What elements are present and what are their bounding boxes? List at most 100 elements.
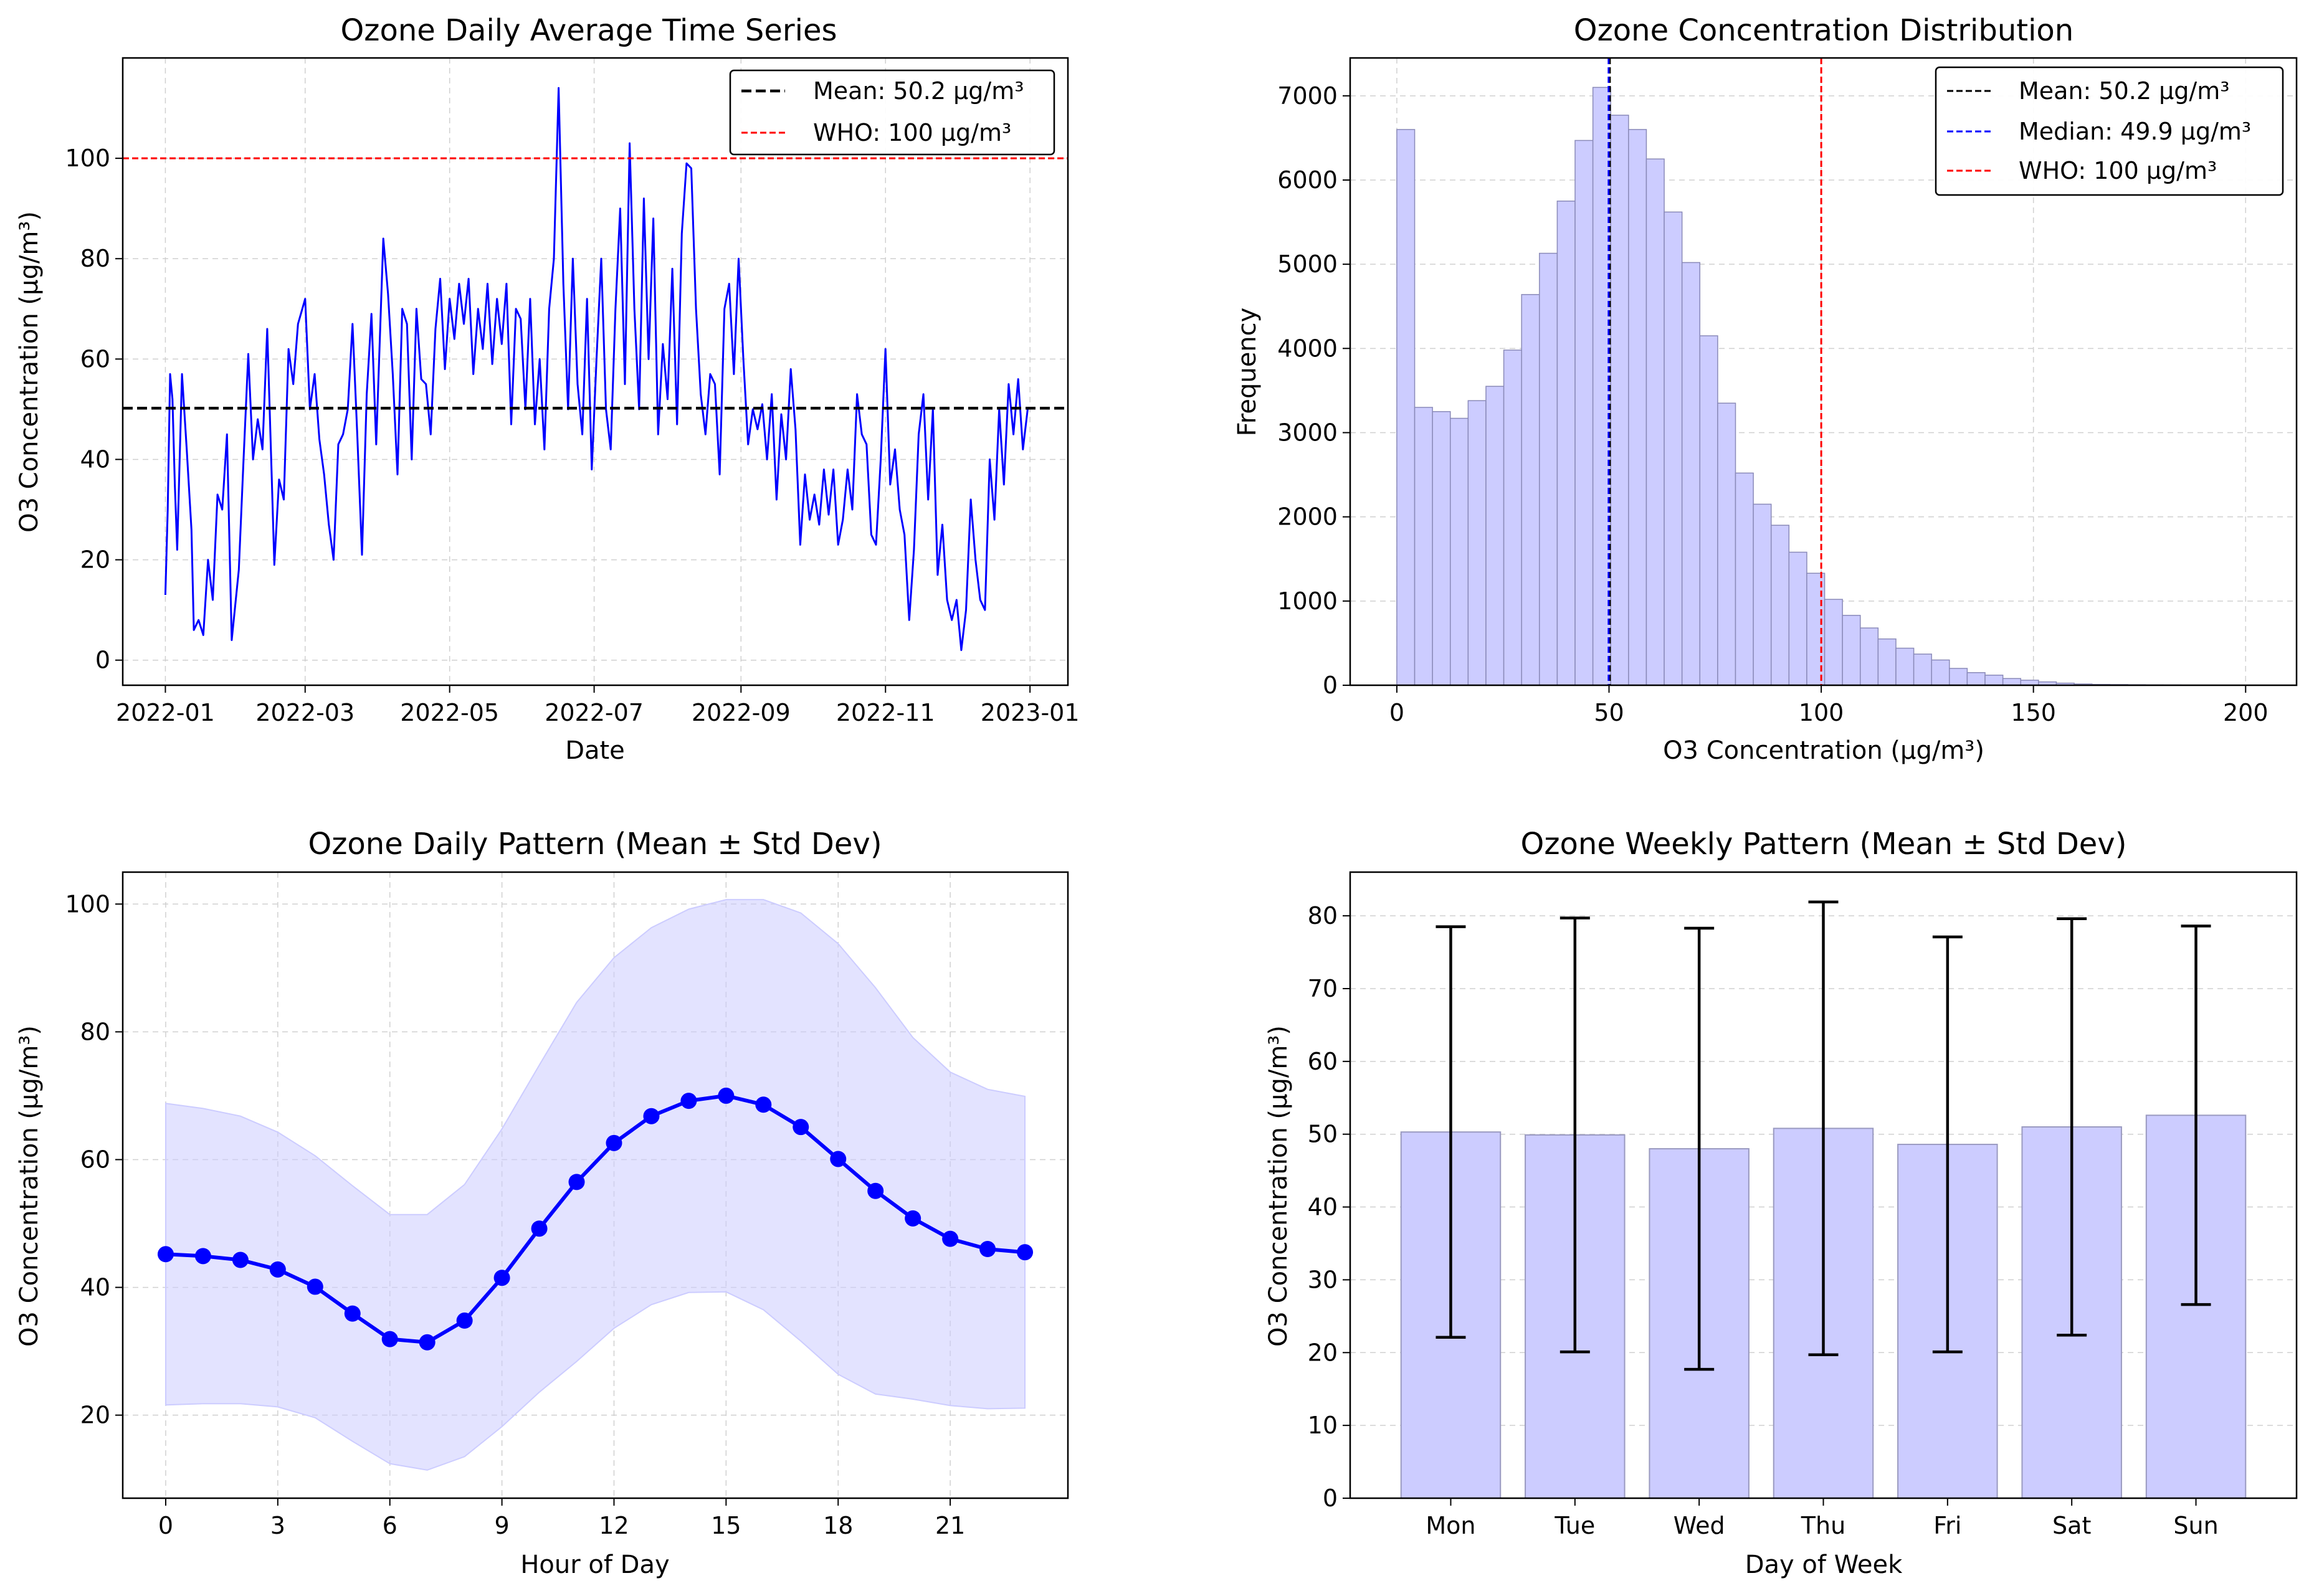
- weekly-pattern-xtick-label: Sun: [2173, 1512, 2218, 1539]
- histogram-legend: Mean: 50.2 µg/m³ Median: 49.9 µg/m³ WHO:…: [1935, 66, 2284, 196]
- daily-pattern-xtick-label: 18: [823, 1512, 853, 1539]
- daily-pattern-mean-point: [232, 1252, 249, 1268]
- time-series-ytick-label: 40: [80, 445, 110, 473]
- histogram-bar: [1664, 211, 1683, 686]
- time-series-ylabel: O3 Concentration (µg/m³): [15, 211, 44, 533]
- histogram-ytick-label: 2000: [1277, 503, 1338, 531]
- histogram-legend-box: [1935, 66, 2284, 196]
- histogram-bar: [1770, 525, 1790, 686]
- time-series-xtick-label: 2022-09: [692, 699, 791, 726]
- histogram-ytick-label: 1000: [1277, 587, 1338, 615]
- histogram-ylabel: Frequency: [1233, 308, 1262, 437]
- histogram-bar: [1574, 140, 1594, 686]
- daily-pattern-title: Ozone Daily Pattern (Mean ± Std Dev): [308, 827, 882, 862]
- histogram-bar: [1949, 668, 1968, 686]
- histogram-legend-who-label: WHO: 100 µg/m³: [2019, 157, 2217, 184]
- daily-pattern-xtick-label: 21: [935, 1512, 965, 1539]
- histogram-bar: [1824, 599, 1843, 686]
- daily-pattern-std-band: [165, 899, 1026, 1471]
- histogram-bar: [1699, 335, 1718, 686]
- histogram-bar: [1503, 349, 1522, 686]
- histogram-ytick-label: 0: [1323, 672, 1338, 699]
- histogram-xlabel: O3 Concentration (µg/m³): [1663, 736, 1984, 765]
- time-series-ytick-label: 100: [65, 145, 110, 172]
- time-series-ytick-label: 0: [95, 647, 110, 674]
- histogram-bar: [1628, 129, 1647, 686]
- time-series-xlabel: Date: [565, 736, 625, 765]
- time-series-xtick-label: 2022-01: [116, 699, 215, 726]
- histogram-bar: [1521, 294, 1540, 686]
- histogram-ytick-label: 6000: [1277, 166, 1338, 194]
- histogram-frame: [1349, 57, 2298, 686]
- histogram-bar: [2002, 678, 2021, 686]
- weekly-pattern-xlabel: Day of Week: [1745, 1551, 1903, 1579]
- weekly-pattern-ytick-label: 70: [1308, 975, 1338, 1002]
- daily-pattern-mean-point: [867, 1182, 884, 1199]
- histogram-bar: [1432, 411, 1451, 686]
- daily-pattern-ytick-label: 60: [80, 1146, 110, 1173]
- histogram-ytick-label: 7000: [1277, 82, 1338, 110]
- daily-pattern-mean-point: [942, 1230, 959, 1247]
- histogram-bar: [1788, 551, 1807, 686]
- weekly-pattern-xtick-label: Tue: [1554, 1512, 1595, 1539]
- daily-pattern-mean-point: [307, 1278, 323, 1295]
- histogram-ytick-label: 5000: [1277, 250, 1338, 278]
- histogram-bar: [1860, 627, 1879, 686]
- daily-pattern-mean-point: [568, 1174, 585, 1190]
- time-series-panel: Ozone Daily Average Time Series Date O3 …: [15, 13, 1080, 765]
- histogram-title: Ozone Concentration Distribution: [1574, 13, 2074, 48]
- weekly-pattern-ytick-label: 30: [1308, 1266, 1338, 1293]
- histogram-bar: [1414, 407, 1433, 686]
- histogram-xtick-label: 200: [2223, 699, 2269, 726]
- daily-pattern-mean-point: [419, 1334, 436, 1351]
- time-series-legend: Mean: 50.2 µg/m³ WHO: 100 µg/m³: [729, 69, 1055, 156]
- weekly-pattern-ytick-label: 80: [1308, 902, 1338, 929]
- daily-pattern-mean-point: [793, 1119, 809, 1136]
- histogram-bar: [1877, 638, 1897, 686]
- time-series-xtick-label: 2022-03: [255, 699, 355, 726]
- weekly-pattern-ytick-label: 40: [1308, 1194, 1338, 1221]
- daily-pattern-mean-point: [755, 1096, 772, 1113]
- daily-pattern-ytick-label: 100: [65, 890, 110, 918]
- time-series-xtick-label: 2022-05: [400, 699, 499, 726]
- time-series-xtick-label: 2022-11: [836, 699, 935, 726]
- histogram-bar: [1735, 472, 1754, 686]
- histogram-bar: [1913, 653, 1932, 686]
- weekly-pattern-xtick-label: Wed: [1674, 1512, 1725, 1539]
- histogram-bar: [1467, 400, 1487, 686]
- histogram-ytick-label: 3000: [1277, 419, 1338, 446]
- daily-pattern-mean-point: [1017, 1244, 1034, 1261]
- daily-pattern-ylabel: O3 Concentration (µg/m³): [15, 1025, 44, 1347]
- daily-pattern-ytick-label: 80: [80, 1018, 110, 1045]
- histogram-bar: [1895, 647, 1915, 686]
- histogram-legend-median-label: Median: 49.9 µg/m³: [2019, 118, 2251, 145]
- daily-pattern-mean-point: [157, 1246, 174, 1263]
- weekly-pattern-title: Ozone Weekly Pattern (Mean ± Std Dev): [1521, 827, 2127, 862]
- weekly-pattern-ytick-label: 10: [1308, 1412, 1338, 1439]
- histogram-ytick-label: 4000: [1277, 335, 1338, 362]
- time-series-frame: [121, 57, 1069, 686]
- daily-pattern-mean-point: [493, 1270, 510, 1286]
- weekly-pattern-ytick-label: 0: [1323, 1484, 1338, 1512]
- daily-pattern-panel: Ozone Daily Pattern (Mean ± Std Dev) Hou…: [15, 827, 1069, 1579]
- daily-pattern-mean-point: [979, 1241, 996, 1258]
- histogram-xtick-label: 100: [1799, 699, 1844, 726]
- weekly-pattern-ytick-label: 60: [1308, 1048, 1338, 1075]
- daily-pattern-mean-point: [344, 1305, 361, 1322]
- time-series-legend-box: [729, 69, 1055, 156]
- histogram-bar: [1931, 659, 1950, 686]
- histogram-bar: [1842, 615, 1861, 686]
- histogram-bar: [1450, 417, 1469, 686]
- weekly-pattern-xtick-label: Mon: [1426, 1512, 1475, 1539]
- histogram-bar: [1396, 129, 1416, 686]
- daily-pattern-mean-point: [269, 1261, 286, 1278]
- histogram-panel: Ozone Concentration Distribution O3 Conc…: [1233, 13, 2298, 765]
- time-series-ytick-label: 20: [80, 546, 110, 574]
- histogram-xtick-label: 150: [2011, 699, 2056, 726]
- time-series-legend-who-label: WHO: 100 µg/m³: [813, 119, 1011, 146]
- daily-pattern-mean-point: [680, 1093, 697, 1109]
- time-series-line: [164, 87, 1029, 652]
- weekly-pattern-xtick-label: Thu: [1801, 1512, 1845, 1539]
- daily-pattern-ytick-label: 40: [80, 1274, 110, 1301]
